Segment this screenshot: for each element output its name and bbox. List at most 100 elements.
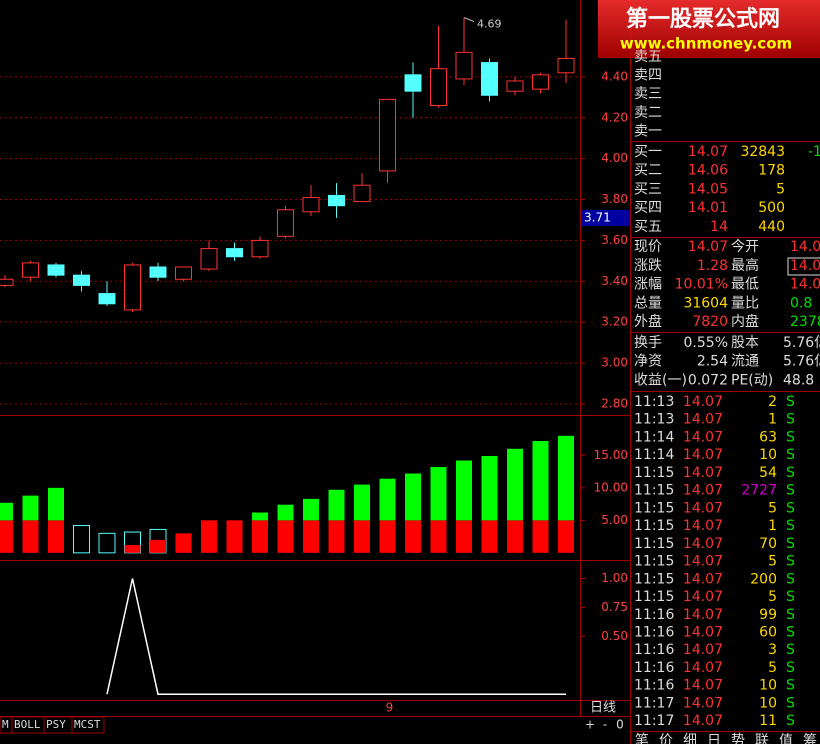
quote-label: 涨幅	[634, 277, 662, 293]
trade-time: 11:15	[634, 554, 674, 570]
quote-label: 涨跌	[634, 258, 662, 274]
trade-side: S	[786, 571, 795, 587]
y-tick-label: 0.75	[601, 600, 628, 614]
trade-time: 11:16	[634, 660, 674, 676]
trade-price: 14.07	[683, 713, 723, 729]
zoom-control[interactable]: -	[603, 718, 607, 732]
green-bar	[277, 504, 294, 521]
red-bar	[456, 520, 472, 553]
watermark-title: 第一股票公式网	[626, 6, 780, 32]
trade-volume: 2727	[741, 483, 777, 499]
red-bar	[201, 520, 217, 553]
indicator-line	[106, 578, 566, 695]
tab-label[interactable]: MCST	[74, 718, 101, 731]
quote-value: 7820	[692, 314, 728, 330]
trade-volume: 1	[768, 412, 777, 428]
candle-body	[251, 239, 269, 258]
fund-label: 股本	[731, 335, 759, 351]
trade-side: S	[786, 678, 795, 694]
trade-price: 14.07	[683, 518, 723, 534]
fund-label: 净资	[634, 354, 662, 370]
tab[interactable]	[71, 716, 105, 734]
sell-label: 卖一	[634, 123, 662, 139]
y-tick-label: 0.50	[601, 629, 628, 643]
panel-tab[interactable]: 值	[779, 733, 793, 744]
fund-label: 流通	[731, 354, 759, 370]
period-label[interactable]: 日线	[590, 701, 616, 716]
highlight-box	[787, 257, 820, 276]
trade-price: 14.07	[683, 554, 723, 570]
trade-price: 14.07	[683, 624, 723, 640]
trade-volume: 5	[768, 589, 777, 605]
max-pointer	[463, 17, 475, 23]
quote-value: 1.28	[697, 258, 728, 274]
candle-body	[98, 293, 116, 305]
trade-side: S	[786, 412, 795, 428]
red-bar	[379, 520, 396, 553]
trade-volume: 63	[759, 429, 777, 445]
zoom-control[interactable]: +	[585, 718, 595, 732]
red-bar	[277, 520, 294, 553]
trade-time: 11:16	[634, 607, 674, 623]
panel-tab[interactable]: 价	[659, 733, 673, 744]
buy-label: 买三	[634, 181, 662, 197]
panel-tab[interactable]: 笔	[635, 733, 649, 744]
quote-value: 0.8	[790, 295, 812, 311]
green-bar	[303, 498, 319, 521]
trade-time: 11:15	[634, 500, 674, 516]
quote-label: 内盘	[731, 313, 759, 330]
sell-label: 卖四	[634, 68, 662, 84]
panel-tab[interactable]: 联	[755, 733, 769, 744]
trade-side: S	[786, 554, 795, 570]
fund-value: 0.072	[688, 372, 728, 388]
panel-tab[interactable]: 细	[683, 733, 697, 744]
trade-time: 11:13	[634, 394, 674, 410]
buy-price: 14.05	[688, 181, 728, 197]
y-tick-label: 3.40	[601, 274, 628, 288]
candle-body	[481, 62, 498, 96]
zoom-control[interactable]: 0	[616, 718, 624, 732]
trade-side: S	[786, 429, 795, 445]
green-bar	[328, 489, 345, 521]
candle-body	[557, 57, 575, 74]
trade-price: 14.07	[683, 483, 723, 499]
red-bar	[22, 520, 39, 553]
candle-body	[47, 264, 65, 276]
buy-volume: 5	[776, 181, 785, 197]
fund-label: 收益(一)	[634, 372, 687, 388]
quote-label: 外盘	[634, 313, 662, 330]
red-bar	[481, 520, 498, 553]
panel-tab[interactable]: 势	[731, 733, 745, 744]
panel-tab[interactable]: 筹	[803, 732, 817, 744]
panel-tab[interactable]: 日	[707, 733, 721, 744]
trade-side: S	[786, 660, 795, 676]
trade-side: S	[786, 447, 795, 463]
trade-side: S	[786, 483, 795, 499]
trade-price: 14.07	[683, 536, 723, 552]
tab-label[interactable]: BOLL	[14, 718, 41, 731]
trade-side: S	[786, 589, 795, 605]
green-bar	[430, 467, 447, 521]
buy-price: 14.07	[688, 144, 728, 160]
candle-body	[430, 68, 447, 106]
fund-label: 换手	[634, 334, 662, 351]
candle-body	[226, 248, 243, 258]
tab-label[interactable]: PSY	[46, 718, 66, 731]
red-bar	[558, 520, 574, 553]
trade-side: S	[786, 465, 795, 481]
trade-side: S	[786, 536, 795, 552]
candle-body	[455, 51, 473, 80]
candle-body	[379, 98, 396, 172]
trade-time: 11:16	[634, 678, 674, 694]
green-bar	[481, 455, 498, 521]
tab-label[interactable]: M	[2, 718, 9, 731]
buy-label: 买二	[634, 163, 662, 179]
trade-side: S	[786, 713, 795, 729]
trade-price: 14.07	[683, 500, 723, 516]
quote-label: 今开	[731, 239, 759, 255]
y-tick-label: 10.00	[594, 480, 628, 494]
trade-price: 14.07	[683, 571, 723, 587]
trade-time: 11:17	[634, 695, 674, 711]
